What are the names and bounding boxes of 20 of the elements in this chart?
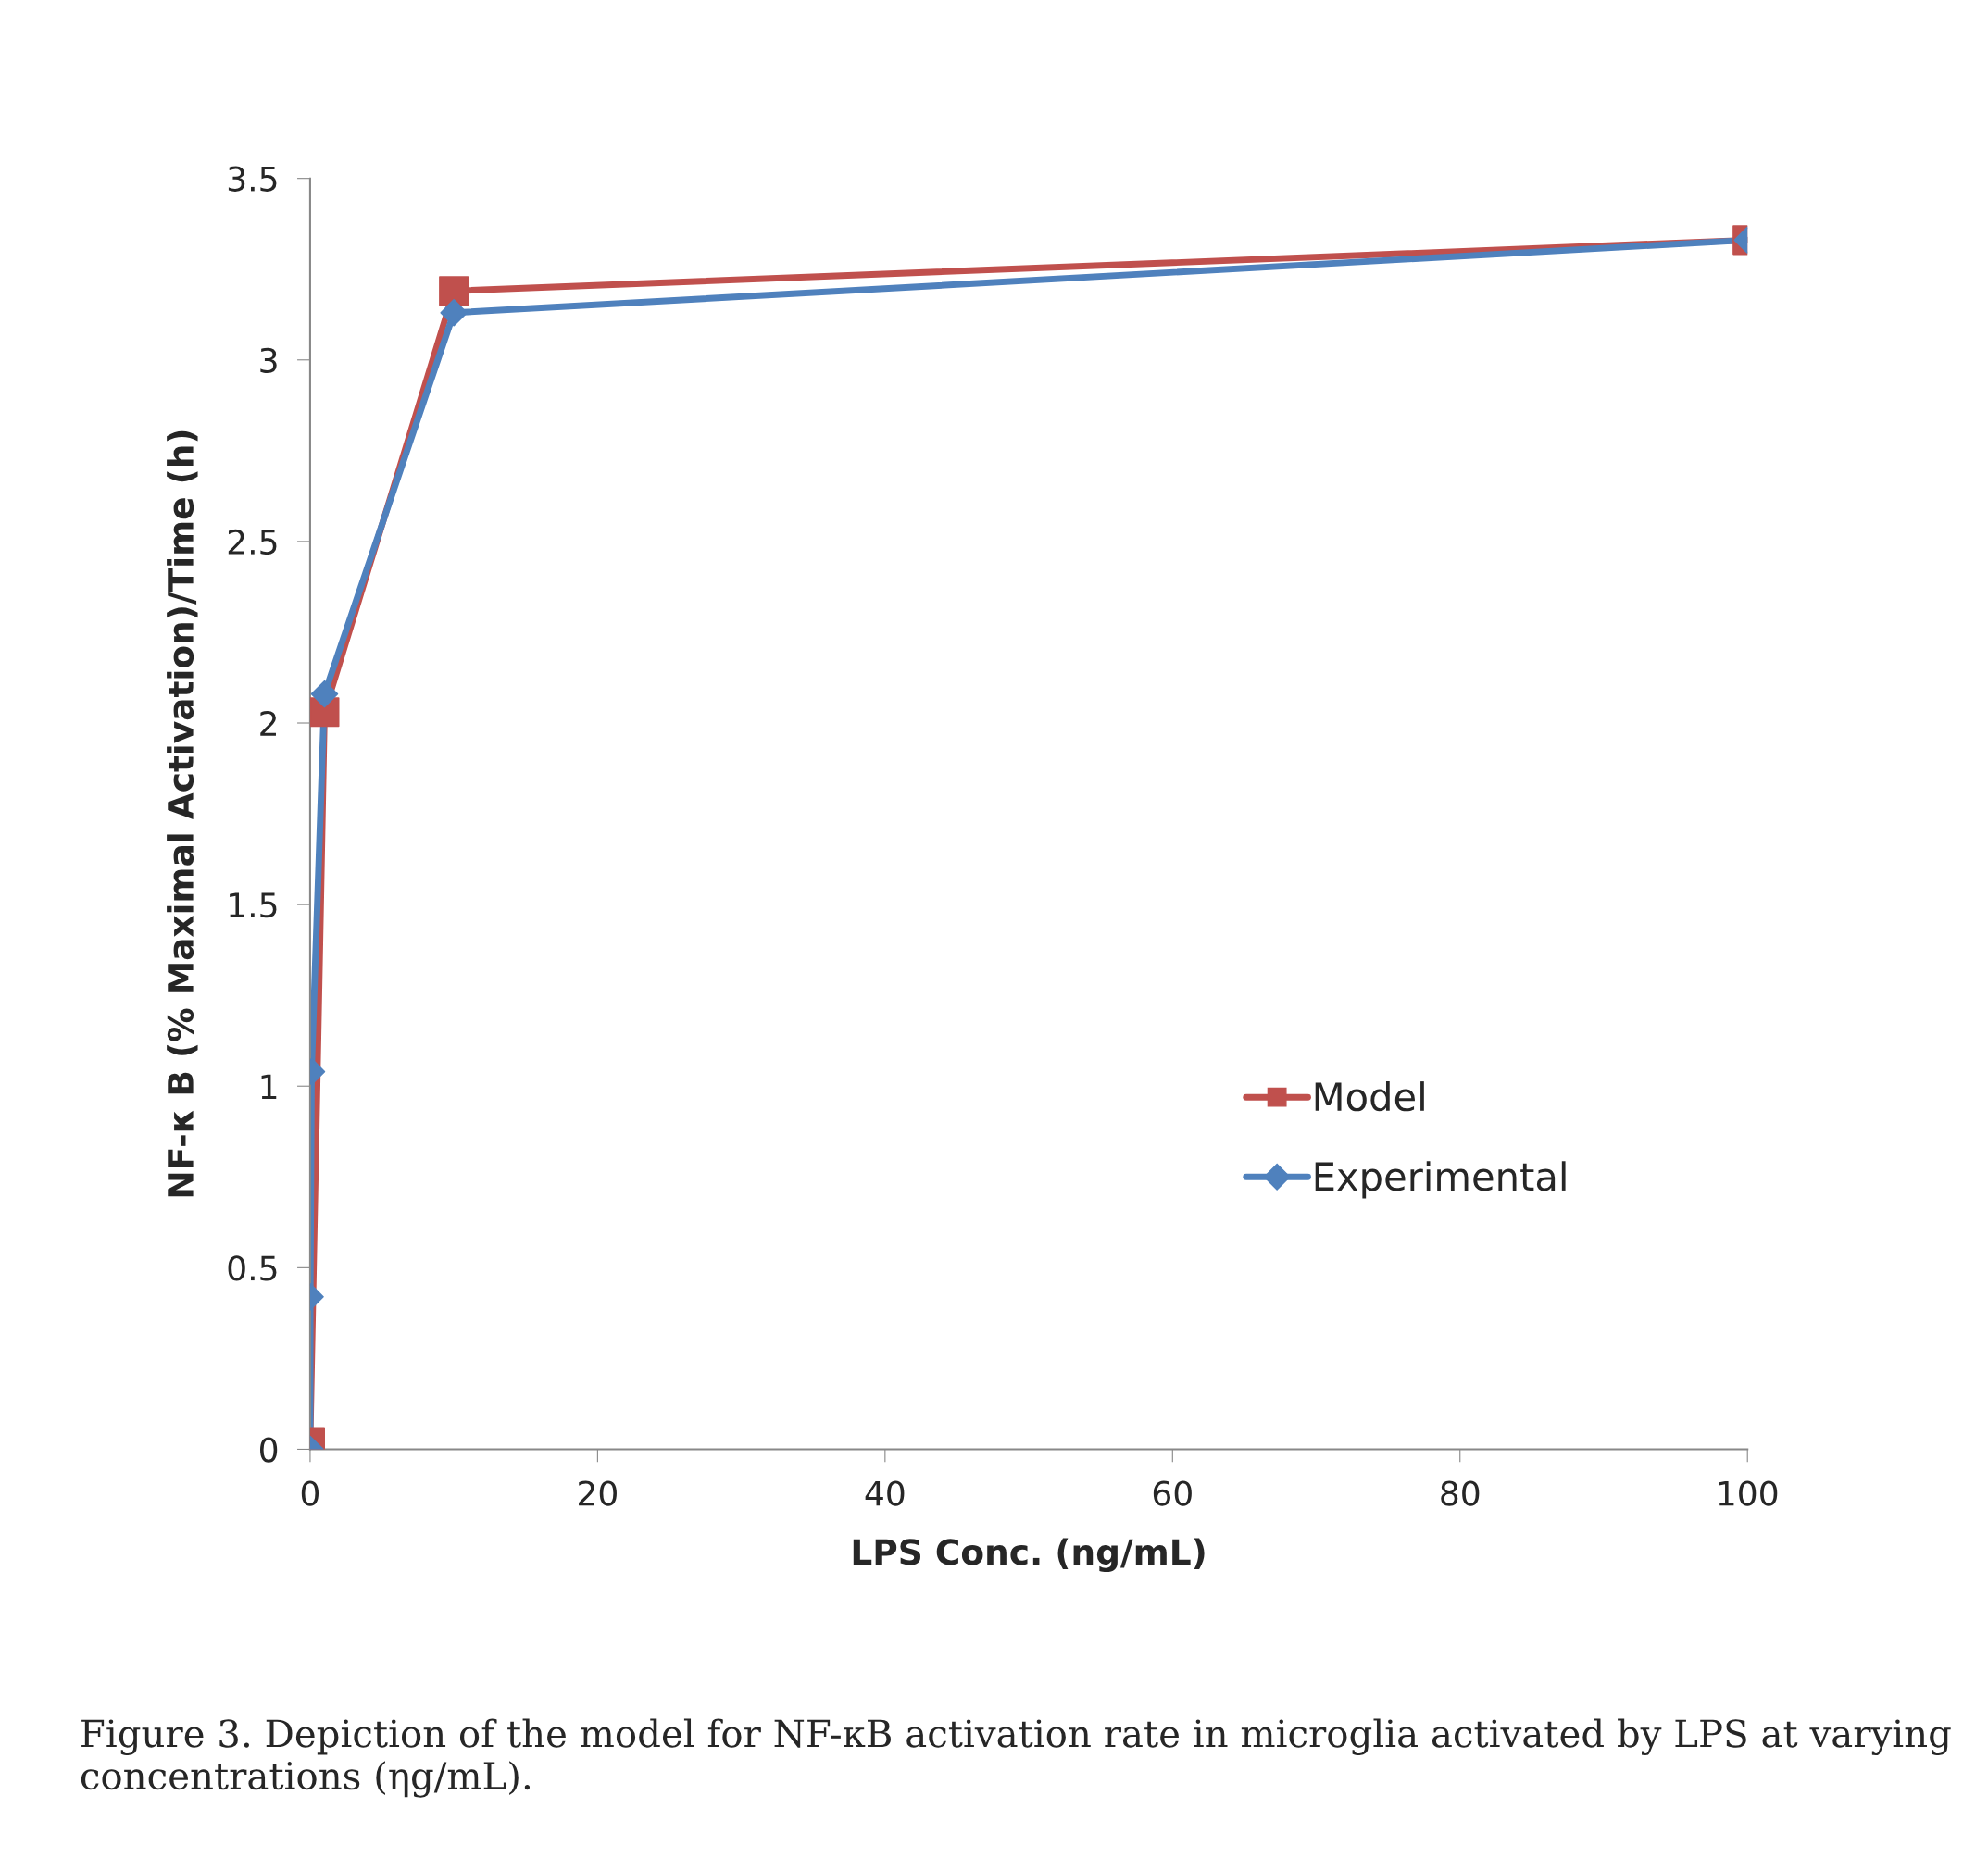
x-tick-label: 20 — [579, 1480, 617, 1506]
y-tick-label: 0 — [260, 1437, 278, 1463]
y-tick-label: 3.5 — [228, 166, 277, 192]
legend-label: Experimental — [1315, 1161, 1566, 1199]
x-tick-label: 100 — [1719, 1480, 1778, 1506]
legend-label: Model — [1315, 1081, 1424, 1112]
y-axis-title: NF-κ B (% Maximal Activation)/Time (h) — [167, 430, 198, 1197]
y-tick-label: 3 — [260, 347, 277, 374]
y-tick-label: 2.5 — [228, 529, 277, 555]
x-tick-label: 0 — [301, 1480, 319, 1506]
x-axis-title: LPS Conc. (ng/mL) — [853, 1538, 1205, 1573]
y-tick-label: 0.5 — [228, 1255, 277, 1281]
caption: Figure 3. Depiction of the model for NF-κB activation rate in microglia activated by LPS at varying concentrations (ηg/mL). — [81, 1718, 1951, 1798]
x-tick-label: 40 — [865, 1480, 905, 1506]
y-tick-label: 2 — [260, 710, 276, 736]
y-tick-label: 1 — [261, 1074, 277, 1099]
x-tick-label: 60 — [1153, 1480, 1192, 1506]
y-tick-label: 1.5 — [230, 892, 277, 918]
point — [439, 276, 469, 306]
x-tick-label: 80 — [1441, 1480, 1480, 1506]
